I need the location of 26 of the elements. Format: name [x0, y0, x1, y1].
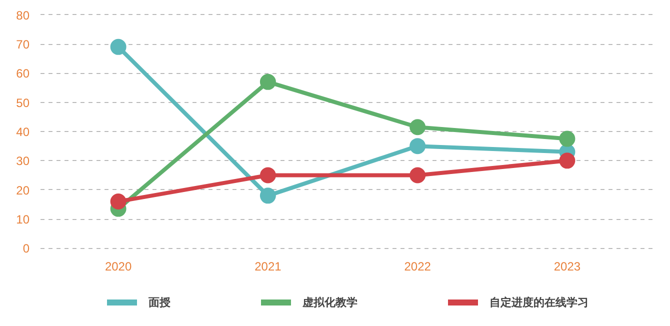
y-tick-label: 20: [16, 183, 30, 198]
point: [260, 188, 276, 204]
x-tick-label: 2020: [104, 260, 132, 274]
point: [260, 74, 276, 90]
point: [410, 119, 426, 136]
point: [110, 194, 126, 210]
legend-label: 自定进度的在线学习: [490, 294, 588, 310]
y-tick-label: 60: [16, 66, 30, 81]
point: [260, 167, 276, 184]
y-tick-label: 70: [16, 38, 30, 52]
x-tick-label: 2021: [254, 260, 282, 274]
y-tick-label: 10: [16, 212, 30, 226]
y-tick-label: 40: [16, 125, 30, 139]
point: [110, 38, 126, 55]
x-tick-label: 2023: [554, 260, 581, 274]
x-tick-label: 2022: [404, 260, 432, 274]
y-tick-label: 50: [16, 96, 30, 110]
point: [559, 152, 576, 169]
legend-label: 虚拟化教学: [302, 294, 358, 310]
y-tick-label: 30: [16, 154, 30, 168]
y-tick-label: 0: [22, 242, 30, 256]
point: [410, 138, 426, 154]
y-tick-label: 80: [16, 8, 30, 22]
point: [559, 130, 576, 147]
point: [410, 167, 426, 184]
legend-label: 面授: [148, 294, 170, 310]
